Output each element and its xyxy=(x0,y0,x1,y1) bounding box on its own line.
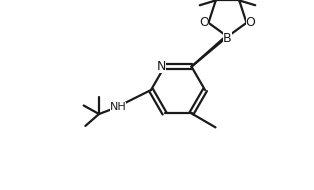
Text: O: O xyxy=(246,16,256,29)
Text: NH: NH xyxy=(110,102,126,112)
Text: O: O xyxy=(199,16,209,29)
Text: B: B xyxy=(223,32,232,45)
Text: N: N xyxy=(157,60,166,73)
